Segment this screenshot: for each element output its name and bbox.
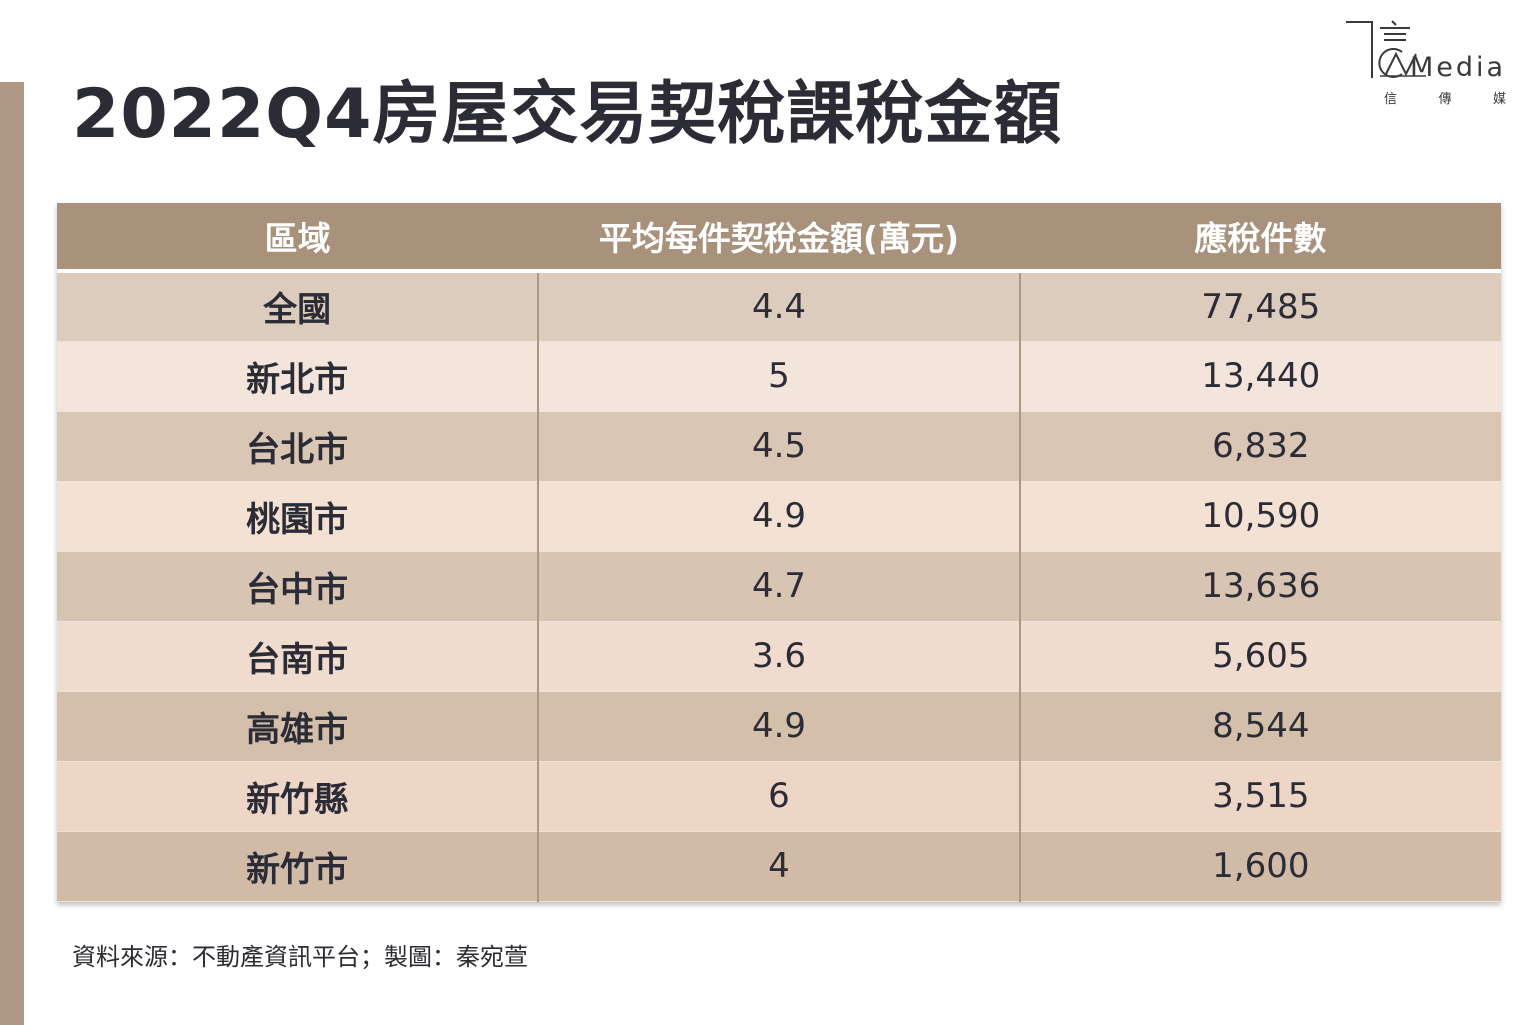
cell-average-tax: 3.6 bbox=[537, 621, 1020, 692]
cell-average-tax: 6 bbox=[537, 761, 1020, 832]
table-row: 新北市 5 13,440 bbox=[57, 341, 1501, 412]
table-row: 高雄市 4.9 8,544 bbox=[57, 691, 1501, 762]
source-note: 資料來源：不動產資訊平台；製圖：秦宛萱 bbox=[72, 943, 528, 971]
table-row: 台北市 4.5 6,832 bbox=[57, 411, 1501, 482]
column-header-region: 區域 bbox=[264, 219, 331, 258]
cell-taxable-cases: 10,590 bbox=[1018, 481, 1501, 552]
column-header-taxable-cases: 應稅件數 bbox=[1194, 219, 1327, 258]
cell-region: 桃園市 bbox=[57, 481, 539, 552]
table-header-row: 區域 平均每件契稅金額(萬元) 應稅件數 bbox=[57, 203, 1501, 271]
logo-text: Media bbox=[1410, 52, 1507, 83]
tax-table-container: 區域 平均每件契稅金額(萬元) 應稅件數 全國 4.4 77,485 新北市 5… bbox=[57, 203, 1501, 902]
table-row: 新竹縣 6 3,515 bbox=[57, 761, 1501, 832]
logo-sub-char: 媒 bbox=[1492, 92, 1506, 107]
cell-region: 高雄市 bbox=[57, 691, 539, 762]
cell-average-tax: 4.9 bbox=[537, 691, 1020, 762]
table-row: 台南市 3.6 5,605 bbox=[57, 621, 1501, 692]
cell-average-tax: 4.7 bbox=[537, 551, 1020, 622]
logo-mark-icon bbox=[1346, 20, 1426, 78]
cell-average-tax: 4 bbox=[537, 831, 1020, 902]
cell-taxable-cases: 1,600 bbox=[1018, 831, 1501, 902]
cell-region: 台南市 bbox=[57, 621, 539, 692]
cell-region: 新竹縣 bbox=[57, 761, 539, 832]
cell-region: 全國 bbox=[57, 271, 539, 342]
cell-region: 新北市 bbox=[57, 341, 539, 412]
side-accent-bar bbox=[0, 82, 24, 1025]
page-title: 2022Q4房屋交易契稅課稅金額 bbox=[72, 75, 1063, 154]
cell-region: 台中市 bbox=[57, 551, 539, 622]
table-row: 新竹市 4 1,600 bbox=[57, 831, 1501, 902]
cell-taxable-cases: 77,485 bbox=[1018, 271, 1501, 342]
cell-average-tax: 4.9 bbox=[537, 481, 1020, 552]
logo-sub-char: 傳 bbox=[1438, 92, 1452, 107]
table-row: 桃園市 4.9 10,590 bbox=[57, 481, 1501, 552]
cell-taxable-cases: 6,832 bbox=[1018, 411, 1501, 482]
cell-taxable-cases: 8,544 bbox=[1018, 691, 1501, 762]
table-row: 台中市 4.7 13,636 bbox=[57, 551, 1501, 622]
logo-subtitle: 信 傳 媒 bbox=[1384, 88, 1506, 107]
cell-taxable-cases: 13,636 bbox=[1018, 551, 1501, 622]
cell-region: 新竹市 bbox=[57, 831, 539, 902]
cell-average-tax: 4.5 bbox=[537, 411, 1020, 482]
cell-average-tax: 4.4 bbox=[537, 271, 1020, 342]
cell-taxable-cases: 3,515 bbox=[1018, 761, 1501, 832]
cell-taxable-cases: 13,440 bbox=[1018, 341, 1501, 412]
cell-region: 台北市 bbox=[57, 411, 539, 482]
cell-average-tax: 5 bbox=[537, 341, 1020, 412]
column-header-average-tax: 平均每件契稅金額(萬元) bbox=[598, 219, 960, 258]
table-row: 全國 4.4 77,485 bbox=[57, 271, 1501, 342]
logo-sub-char: 信 bbox=[1384, 92, 1398, 107]
tax-table: 區域 平均每件契稅金額(萬元) 應稅件數 全國 4.4 77,485 新北市 5… bbox=[57, 203, 1501, 902]
cell-taxable-cases: 5,605 bbox=[1018, 621, 1501, 692]
logo: Media 信 傳 媒 bbox=[1340, 18, 1510, 108]
